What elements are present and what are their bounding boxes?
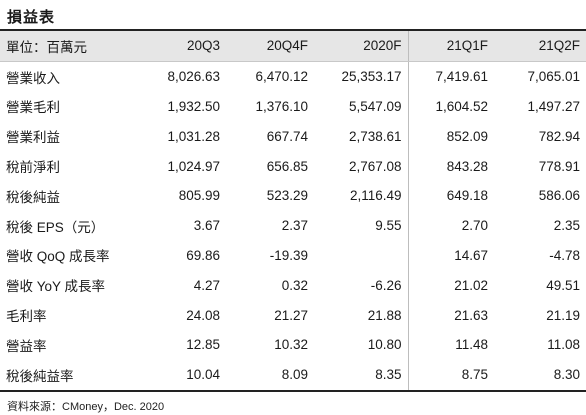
table-row: 營益率 12.85 10.32 10.80 11.48 11.08 <box>0 329 586 360</box>
table-cell: 21.27 <box>274 307 308 323</box>
table-row: 稅後純益率 10.04 8.09 8.35 8.75 8.30 <box>0 359 586 392</box>
table-cell: 14.67 <box>407 240 494 271</box>
table-cell: 12.85 <box>186 337 220 353</box>
table-cell: 1,376.10 <box>255 98 308 114</box>
table-cell: 11.08 <box>547 337 580 353</box>
table-cell: 21.19 <box>546 307 580 323</box>
table-cell: 2.70 <box>407 210 494 241</box>
table-cell: 586.06 <box>538 188 580 204</box>
table-cell: 7,065.01 <box>527 69 580 85</box>
table-cell: 8.35 <box>314 359 408 392</box>
source-note: 資料來源：CMoney，Dec. 2020 <box>7 401 165 413</box>
table-cell: -4.78 <box>549 247 580 263</box>
table-row: 營收 YoY 成長率 4.27 0.32 -6.26 21.02 49.51 <box>0 270 586 301</box>
row-label: 毛利率 <box>6 309 47 325</box>
table-cell: 49.51 <box>546 277 580 293</box>
table-title: 損益表 <box>7 9 56 26</box>
table-cell: 21.88 <box>367 307 402 323</box>
table-cell: 805.99 <box>178 188 220 204</box>
table-cell: 2,116.49 <box>349 188 402 204</box>
table-cell: 1,031.28 <box>167 128 220 144</box>
table-cell: 5,547.09 <box>348 98 402 114</box>
table-cell: 1,497.27 <box>527 98 580 114</box>
table-cell: 852.09 <box>407 121 494 152</box>
column-header: 21Q1F <box>407 31 494 62</box>
table-cell: 10.04 <box>150 359 226 392</box>
column-header: 2020F <box>314 31 408 62</box>
table-cell: 24.08 <box>186 307 220 323</box>
table-row: 營業利益 1,031.28 667.74 2,738.61 852.09 782… <box>0 121 586 152</box>
table-cell: -6.26 <box>370 277 402 293</box>
table-cell: 656.85 <box>266 158 308 174</box>
table-cell: 25,353.17 <box>341 69 402 85</box>
table-cell: 778.91 <box>538 158 580 174</box>
row-label: 營收 YoY 成長率 <box>6 279 106 295</box>
row-label: 營收 QoQ 成長率 <box>6 249 110 265</box>
row-label: 營益率 <box>6 338 47 354</box>
table-cell: 10.32 <box>274 337 308 353</box>
row-label: 稅後純益 <box>6 189 60 205</box>
table-cell: 8,026.63 <box>167 69 220 85</box>
table-cell: 0.32 <box>281 277 308 293</box>
table-cell: 21.02 <box>407 270 494 301</box>
row-label: 營業利益 <box>6 130 60 146</box>
table-cell: 69.86 <box>186 247 220 263</box>
table-cell: 8.75 <box>407 359 494 392</box>
table-cell: 667.74 <box>266 128 308 144</box>
unit-label: 單位：百萬元 <box>0 31 150 62</box>
table-row: 營業毛利 1,932.50 1,376.10 5,547.09 1,604.52… <box>0 91 586 122</box>
table-row: 毛利率 24.08 21.27 21.88 21.63 21.19 <box>0 300 586 330</box>
table-cell: 8.30 <box>494 359 586 392</box>
table-cell: 2,738.61 <box>348 128 402 144</box>
income-statement-table: 單位：百萬元 20Q3 20Q4F 2020F 21Q1F 21Q2F 營業收入… <box>0 31 586 392</box>
table-cell: 10.80 <box>367 337 402 353</box>
table-cell: 7,419.61 <box>407 61 494 92</box>
table-cell: 6,470.12 <box>255 69 308 85</box>
row-label: 稅後純益率 <box>0 359 150 392</box>
title-rule <box>0 29 586 31</box>
table-cell: 649.18 <box>407 180 494 211</box>
table-cell: 1,932.50 <box>167 98 220 114</box>
row-label: 稅後 EPS（元） <box>6 219 105 235</box>
column-header: 20Q3 <box>150 31 226 62</box>
table-cell: 9.55 <box>375 218 402 234</box>
table-cell <box>314 241 408 271</box>
table-cell: -19.39 <box>269 247 308 263</box>
table-cell: 782.94 <box>538 128 580 144</box>
table-row: 稅後純益 805.99 523.29 2,116.49 649.18 586.0… <box>0 180 586 211</box>
column-header: 21Q2F <box>494 31 586 62</box>
table-cell: 2.35 <box>553 218 580 234</box>
header-row: 單位：百萬元 20Q3 20Q4F 2020F 21Q1F 21Q2F <box>0 31 586 62</box>
row-label: 營業收入 <box>6 70 60 86</box>
column-header: 20Q4F <box>226 31 314 62</box>
row-label: 稅前淨利 <box>6 160 60 176</box>
table-cell: 3.67 <box>193 218 220 234</box>
table-row: 營收 QoQ 成長率 69.86 -19.39 14.67 -4.78 <box>0 240 586 271</box>
table-row: 稅後 EPS（元） 3.67 2.37 9.55 2.70 2.35 <box>0 210 586 241</box>
table-cell: 4.27 <box>193 277 220 293</box>
table-cell: 2,767.08 <box>348 158 402 174</box>
table-cell: 1,604.52 <box>407 91 494 122</box>
table-cell: 2.37 <box>281 218 308 234</box>
table-row: 營業收入 8,026.63 6,470.12 25,353.17 7,419.6… <box>0 61 586 92</box>
table-row: 稅前淨利 1,024.97 656.85 2,767.08 843.28 778… <box>0 151 586 181</box>
table-cell: 523.29 <box>266 188 308 204</box>
table-cell: 843.28 <box>407 151 494 181</box>
table-cell: 1,024.97 <box>167 158 220 174</box>
row-label: 營業毛利 <box>6 100 60 116</box>
table-cell: 11.48 <box>407 329 494 360</box>
table-cell: 8.09 <box>226 359 314 392</box>
table-cell: 21.63 <box>407 300 494 330</box>
